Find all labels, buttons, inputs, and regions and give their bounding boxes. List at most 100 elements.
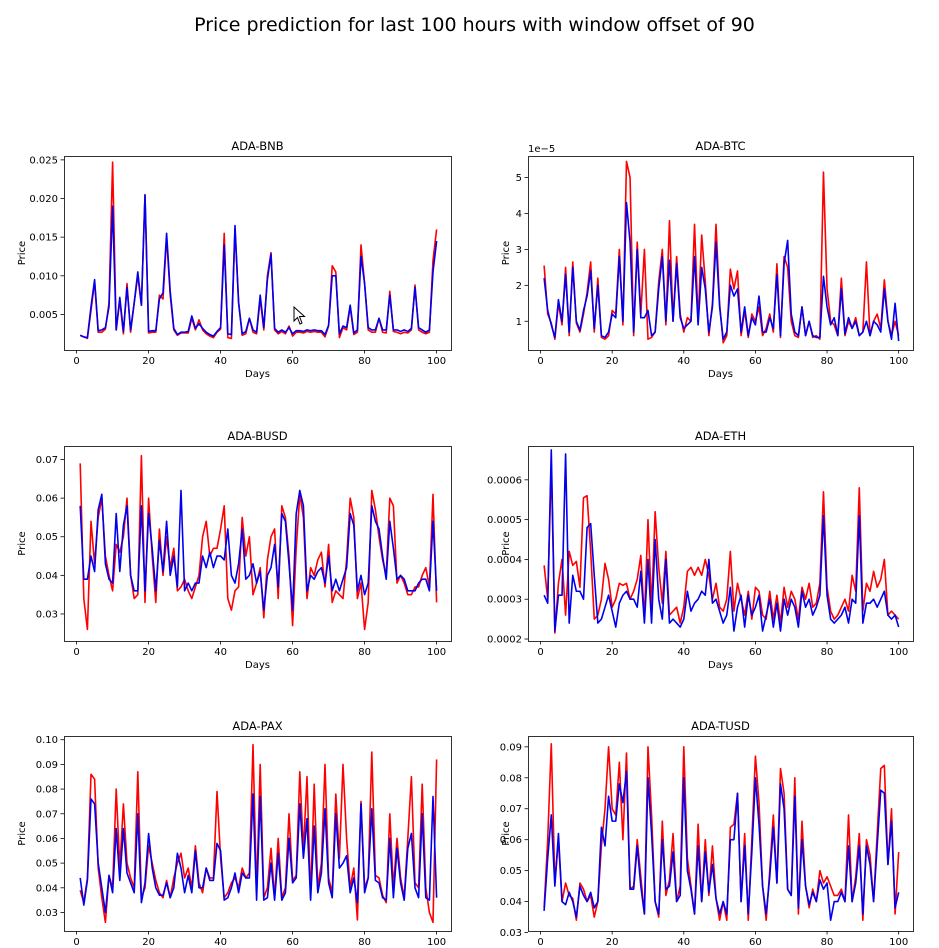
axes-frame (528, 736, 914, 932)
x-tick-label: 0 (537, 356, 543, 367)
x-tick-label: 100 (889, 937, 908, 948)
x-tick-label: 20 (606, 937, 619, 948)
x-tick-label: 100 (427, 356, 446, 367)
axes-frame (528, 446, 914, 642)
y-tick-label: 0.10 (36, 735, 58, 746)
x-tick-label: 80 (821, 356, 834, 367)
subplot-title: ADA-PAX (232, 719, 282, 733)
subplot-ada-bnb: 0 20 40 60 80 100 0.005 0.010 0.015 0.020 0.025 ADA… (17, 139, 452, 380)
x-tick-label: 0 (537, 937, 543, 948)
y-axis-label: Price (501, 821, 512, 845)
x-tick-label: 20 (142, 356, 155, 367)
y-tick-label: 2 (516, 281, 522, 292)
y-tick-label: 3 (516, 245, 522, 256)
subplot-ada-btc: 0 20 40 60 80 100 1 2 3 4 5 1e−5 ADA-BTC Days Price (501, 139, 914, 380)
y-tick-label: 0.09 (500, 742, 522, 753)
x-axis-label: Days (708, 369, 733, 380)
x-tick-label: 80 (358, 356, 371, 367)
x-tick-label: 80 (358, 647, 371, 658)
y-tick-label: 0.06 (500, 835, 522, 846)
y-tick-label: 0.07 (36, 809, 58, 820)
axes-frame (64, 156, 452, 351)
x-tick-label: 80 (358, 937, 371, 948)
predicted-price-line (543, 449, 900, 632)
x-axis-label: Days (708, 660, 733, 671)
y-tick-label: 0.05 (36, 532, 58, 543)
y-tick-label: 4 (516, 209, 522, 220)
axes-frame (528, 156, 914, 351)
x-tick-label: 0 (73, 356, 79, 367)
x-tick-label: 60 (286, 356, 299, 367)
y-tick-label: 0.08 (36, 785, 58, 796)
y-tick-label: 0.04 (36, 571, 58, 582)
x-tick-label: 20 (142, 937, 155, 948)
y-tick-label: 0.0002 (487, 635, 522, 646)
subplot-title: ADA-BUSD (227, 429, 287, 443)
y-tick-label: 0.04 (500, 897, 522, 908)
actual-price-line (79, 454, 438, 631)
x-tick-label: 60 (286, 937, 299, 948)
x-tick-label: 20 (606, 356, 619, 367)
x-tick-label: 60 (749, 937, 762, 948)
y-axis-label: Price (17, 821, 28, 845)
x-tick-label: 40 (214, 356, 227, 367)
y-tick-label: 0.03 (500, 928, 522, 939)
x-axis-label: Days (245, 660, 270, 671)
y-tick-label: 0.0003 (487, 595, 522, 606)
subplot-ada-pax: 0 20 40 60 80 100 0.03 0.04 0.05 0.06 0.07 0.08 0.09… (17, 719, 452, 948)
x-tick-label: 40 (677, 356, 690, 367)
y-tick-label: 0.020 (29, 194, 58, 205)
x-tick-label: 0 (537, 647, 543, 658)
actual-price-line (543, 160, 900, 344)
subplot-title: ADA-BTC (695, 139, 745, 153)
x-tick-label: 100 (889, 647, 908, 658)
y-tick-label: 0.010 (29, 271, 58, 282)
y-tick-label: 0.09 (36, 760, 58, 771)
y-offset-label: 1e−5 (528, 144, 555, 155)
y-tick-label: 0.05 (36, 859, 58, 870)
x-tick-label: 0 (73, 937, 79, 948)
x-tick-label: 40 (214, 647, 227, 658)
x-tick-label: 100 (889, 356, 908, 367)
subplot-ada-busd: 0 20 40 60 80 100 0.03 0.04 0.05 0.06 0.07 ADA-BUSD… (17, 429, 452, 671)
x-tick-label: 20 (606, 647, 619, 658)
y-tick-label: 0.07 (500, 804, 522, 815)
y-tick-label: 0.05 (500, 866, 522, 877)
mouse-cursor-icon (293, 306, 306, 325)
x-tick-label: 60 (286, 647, 299, 658)
predicted-price-line (79, 489, 438, 611)
axes-frame (64, 736, 452, 932)
y-axis-label: Price (17, 531, 28, 555)
y-axis-label: Price (501, 241, 512, 265)
x-tick-label: 60 (749, 356, 762, 367)
y-tick-label: 0.04 (36, 883, 58, 894)
y-tick-label: 0.015 (29, 233, 58, 244)
x-tick-label: 0 (73, 647, 79, 658)
x-tick-label: 40 (677, 647, 690, 658)
predicted-price-line (79, 193, 438, 339)
x-tick-label: 60 (749, 647, 762, 658)
predicted-price-line (543, 770, 900, 921)
x-tick-label: 80 (821, 937, 834, 948)
y-tick-label: 1 (516, 317, 522, 328)
x-tick-label: 80 (821, 647, 834, 658)
figure-title: Price prediction for last 100 hours with… (194, 14, 755, 36)
x-tick-label: 100 (427, 647, 446, 658)
y-tick-label: 0.0005 (487, 515, 522, 526)
y-axis-label: Price (501, 531, 512, 555)
actual-price-line (543, 742, 900, 921)
y-tick-label: 0.03 (36, 908, 58, 919)
subplot-title: ADA-BNB (231, 139, 283, 153)
x-tick-label: 40 (677, 937, 690, 948)
subplot-ada-tusd: 0 20 40 60 80 100 0.03 0.04 0.05 0.06 0.07 0.08 0.09… (500, 719, 914, 948)
y-tick-label: 0.07 (36, 455, 58, 466)
predicted-price-line (543, 201, 900, 342)
y-tick-label: 0.03 (36, 609, 58, 620)
y-tick-label: 0.06 (36, 494, 58, 505)
predicted-price-line (79, 793, 438, 914)
y-tick-label: 0.025 (29, 155, 58, 166)
y-axis-label: Price (17, 241, 28, 265)
x-tick-label: 40 (214, 937, 227, 948)
y-tick-label: 0.0006 (487, 475, 522, 486)
